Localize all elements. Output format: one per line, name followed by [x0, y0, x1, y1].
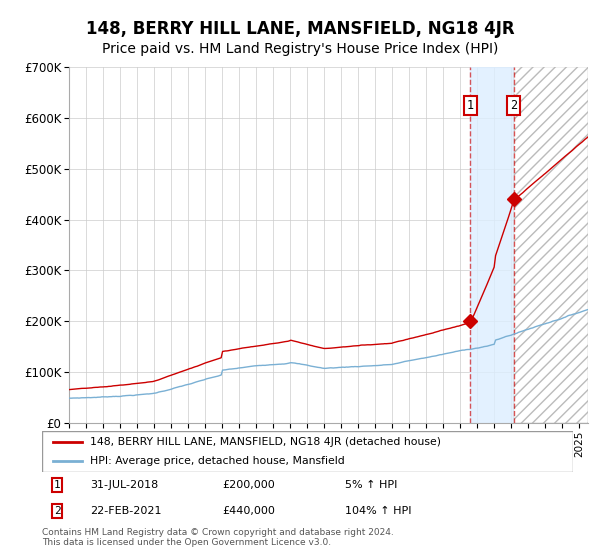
Text: 5% ↑ HPI: 5% ↑ HPI	[344, 480, 397, 490]
Text: 1: 1	[467, 99, 474, 112]
Text: 2: 2	[510, 99, 517, 112]
Text: 148, BERRY HILL LANE, MANSFIELD, NG18 4JR (detached house): 148, BERRY HILL LANE, MANSFIELD, NG18 4J…	[90, 437, 441, 447]
Bar	[470, 67, 514, 423]
Text: 104% ↑ HPI: 104% ↑ HPI	[344, 506, 411, 516]
Text: HPI: Average price, detached house, Mansfield: HPI: Average price, detached house, Mans…	[90, 456, 344, 465]
FancyBboxPatch shape	[42, 431, 573, 472]
Text: Contains HM Land Registry data © Crown copyright and database right 2024.
This d: Contains HM Land Registry data © Crown c…	[42, 528, 394, 547]
Text: £440,000: £440,000	[223, 506, 275, 516]
Bar	[514, 67, 588, 423]
Text: 1: 1	[53, 480, 61, 490]
Text: 148, BERRY HILL LANE, MANSFIELD, NG18 4JR: 148, BERRY HILL LANE, MANSFIELD, NG18 4J…	[86, 20, 514, 38]
Text: Price paid vs. HM Land Registry's House Price Index (HPI): Price paid vs. HM Land Registry's House …	[102, 42, 498, 56]
Text: 31-JUL-2018: 31-JUL-2018	[90, 480, 158, 490]
Text: £200,000: £200,000	[223, 480, 275, 490]
Text: 22-FEB-2021: 22-FEB-2021	[90, 506, 161, 516]
Text: 2: 2	[53, 506, 61, 516]
